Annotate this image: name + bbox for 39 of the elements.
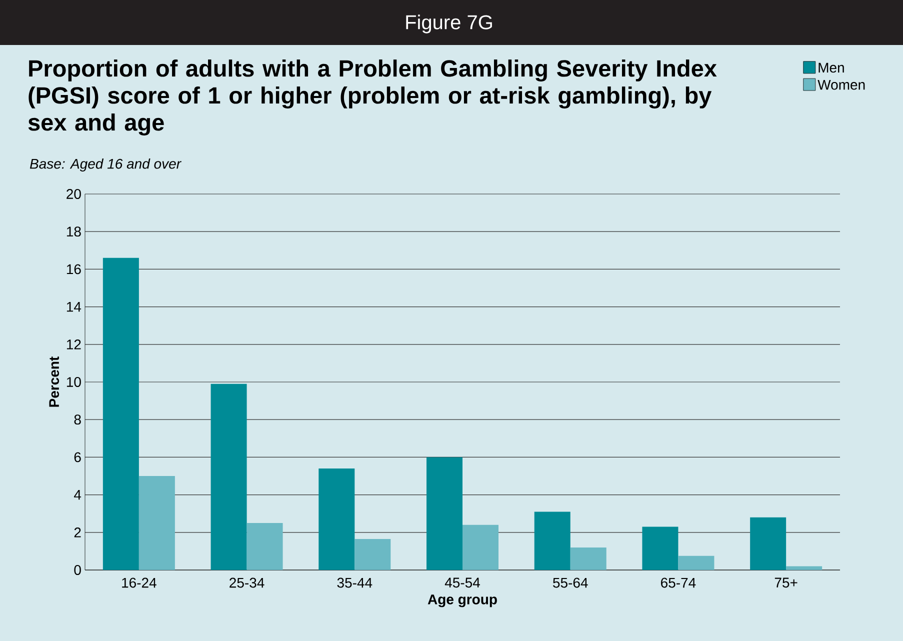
y-axis-title: Percent (49, 356, 60, 407)
chart-subtitle: Base: Aged 16 and over (30, 158, 182, 172)
y-tick-label: 20 (66, 189, 81, 199)
bar (210, 384, 247, 570)
y-tick-label: 8 (74, 414, 81, 425)
y-tick-label: 12 (66, 340, 81, 350)
x-tick-label: 65-74 (661, 578, 696, 588)
legend-label: Men (818, 62, 844, 73)
bar (354, 538, 391, 570)
caption: Figure 7G (406, 14, 492, 34)
bar (102, 258, 139, 570)
bar (678, 556, 714, 570)
chart-title: Proportion of adults with a Problem Gambling Severity Index (PGSI) score of 1 or higher (problem or at-risk gambling), by sex and age (28, 60, 717, 136)
y-tick-label: 14 (66, 302, 82, 312)
legend-label: Women (818, 80, 865, 90)
y-tick-label: 18 (66, 226, 81, 237)
x-tick-label: 25-34 (230, 578, 264, 588)
x-tick-label: 35-44 (337, 578, 372, 588)
bar (138, 476, 175, 570)
x-axis-title: Age group (428, 594, 497, 608)
y-tick-label: 2 (74, 528, 81, 538)
x-tick-label: 45-54 (444, 578, 480, 588)
y-tick-label: 0 (74, 565, 81, 575)
bar (462, 524, 498, 570)
x-tick-label: 75+ (774, 578, 798, 588)
bar (318, 468, 355, 570)
x-tick-label: 16-24 (122, 578, 156, 588)
bar (426, 457, 463, 570)
bar (534, 512, 570, 570)
bar (570, 547, 606, 570)
x-tick-label: 55-64 (553, 578, 588, 588)
y-tick-label: 10 (66, 377, 81, 387)
y-tick-label: 16 (66, 264, 81, 274)
bar (642, 526, 678, 570)
bar (786, 566, 822, 570)
bar (750, 517, 786, 570)
y-tick-label: 4 (74, 490, 82, 500)
y-tick-label: 6 (74, 452, 81, 462)
bar (246, 523, 283, 570)
